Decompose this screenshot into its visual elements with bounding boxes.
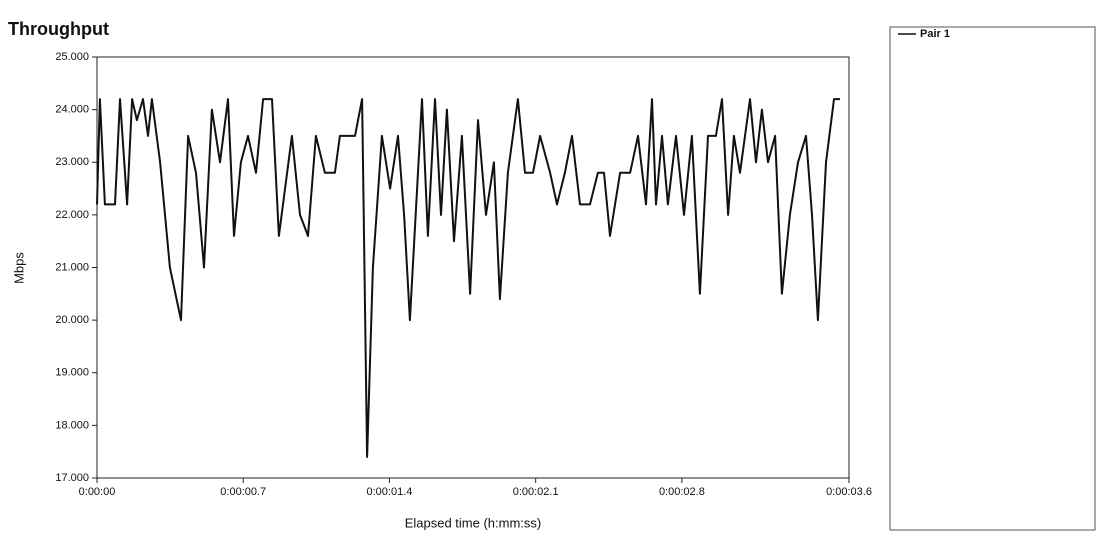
x-tick-label: 0:00:02.1	[513, 486, 559, 498]
data-line	[96, 98, 840, 458]
y-tick-label: 21.000	[55, 261, 89, 273]
y-tick-label: 19.000	[55, 367, 89, 379]
x-tick-label: 0:00:02.8	[659, 486, 705, 498]
y-tick-label: 24.000	[55, 104, 89, 116]
x-axis-title: Elapsed time (h:mm:ss)	[405, 515, 542, 530]
y-tick-label: 22.000	[55, 209, 89, 221]
plot-frame	[96, 56, 850, 479]
x-tick-label: 0:00:00	[79, 486, 116, 498]
x-tick-label: 0:00:00.7	[220, 486, 266, 498]
y-tick-label: 17.000	[55, 472, 89, 484]
y-axis-title: Mbps	[11, 252, 26, 284]
x-tick-label: 0:00:03.6	[826, 486, 872, 498]
legend-box	[889, 26, 1096, 531]
y-tick-label: 23.000	[55, 156, 89, 168]
y-tick-label: 18.000	[55, 419, 89, 431]
y-tick-label: 20.000	[55, 314, 89, 326]
x-tick-label: 0:00:01.4	[367, 486, 413, 498]
chart-title: Throughput	[8, 19, 109, 39]
legend-label: Pair 1	[920, 28, 950, 40]
y-tick-label: 25.000	[55, 51, 89, 63]
